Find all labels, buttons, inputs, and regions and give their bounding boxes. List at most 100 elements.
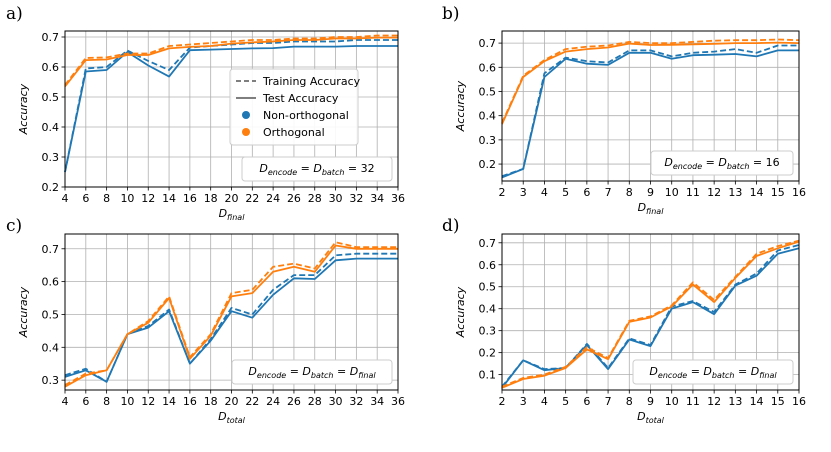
annotation-box (241, 156, 393, 182)
x-tick-label: 28 (308, 395, 322, 408)
x-tick-label: 10 (120, 192, 134, 205)
x-tick-label: 8 (626, 186, 633, 199)
y-tick-label: 0.4 (42, 341, 60, 354)
series-line-orthogonal-test (501, 240, 800, 389)
x-tick-label: 4 (541, 395, 548, 408)
x-tick-label: 14 (162, 192, 176, 205)
annotation-box (231, 359, 393, 385)
x-tick-label: 3 (520, 186, 527, 199)
series-line-orthogonal-test (64, 36, 398, 88)
x-tick-label: 10 (665, 186, 679, 199)
y-tick-label: 0.3 (42, 374, 60, 387)
panel-label: d) (442, 216, 460, 236)
x-tick-label: 4 (541, 186, 548, 199)
y-tick-label: 0.7 (42, 243, 60, 256)
y-tick-label: 0.6 (42, 61, 60, 74)
x-tick-label: 32 (349, 395, 363, 408)
series-line-orthogonal-test (501, 41, 800, 125)
panel-b: b) 2 3 4 5 6 7 8 9 10 11 12 13 14 15 16 0.2 0.3 0.4 0.5 0.6 0… (442, 4, 806, 216)
x-tick-label: 36 (391, 192, 405, 205)
x-axis-label: Dtotal (218, 410, 246, 425)
annotation-text: Dencode = Dbatch = Dfinal (649, 365, 777, 380)
x-tick-label: 9 (647, 395, 654, 408)
x-tick-label: 30 (329, 192, 343, 205)
x-tick-label: 8 (626, 395, 633, 408)
y-tick-label: 0.4 (42, 121, 60, 134)
y-axis-label: Accuracy (454, 286, 467, 338)
x-tick-label: 8 (103, 395, 110, 408)
annotation-box (632, 359, 794, 385)
legend-test: Test Accuracy (262, 92, 339, 105)
panel-label: a) (6, 4, 23, 24)
x-tick-label: 14 (750, 186, 764, 199)
x-tick-label: 7 (605, 186, 612, 199)
x-tick-label: 10 (665, 395, 679, 408)
legend-marker-dot (242, 111, 250, 119)
series-line-orthogonal-training (501, 239, 800, 388)
x-tick-label: 36 (391, 395, 405, 408)
y-tick-label: 0.5 (42, 91, 60, 104)
y-tick-label: 0.1 (479, 369, 497, 382)
y-tick-label: 0.4 (479, 110, 497, 123)
x-tick-label: 26 (287, 192, 301, 205)
x-tick-label: 20 (225, 192, 239, 205)
x-axis-label: Dtotal (637, 410, 665, 425)
x-axis-label: Dfinal (219, 207, 246, 222)
x-tick-label: 32 (349, 192, 363, 205)
x-tick-label: 26 (287, 395, 301, 408)
series-line-orthogonal-training (501, 38, 800, 124)
x-tick-label: 5 (562, 186, 569, 199)
x-tick-label: 13 (728, 186, 742, 199)
annotation-text: Dencode = Dbatch = 16 (664, 156, 779, 171)
y-tick-label: 0.6 (42, 276, 60, 289)
x-tick-label: 5 (562, 395, 569, 408)
x-tick-label: 12 (707, 186, 721, 199)
panel-d: d) 2 3 4 5 6 7 8 9 10 11 12 13 14 15 16 0.1 0.2 0.3 0.4 0.5 0… (442, 216, 806, 425)
series-line-non-orthogonal-test (64, 257, 398, 383)
y-tick-label: 0.2 (479, 158, 497, 171)
y-tick-label: 0.6 (479, 61, 497, 74)
x-tick-label: 6 (583, 186, 590, 199)
annotation-text: Dencode = Dbatch = 32 (259, 162, 374, 177)
x-tick-label: 2 (499, 186, 506, 199)
x-tick-label: 6 (82, 395, 89, 408)
x-tick-label: 11 (686, 395, 700, 408)
legend-marker-dot (242, 128, 250, 136)
x-tick-label: 12 (707, 395, 721, 408)
x-tick-label: 12 (141, 395, 155, 408)
x-tick-label: 6 (82, 192, 89, 205)
panel-label: b) (442, 4, 460, 24)
x-tick-label: 11 (686, 186, 700, 199)
y-tick-label: 0.3 (42, 151, 60, 164)
x-tick-label: 20 (225, 395, 239, 408)
legend-non-orthogonal: Non-orthogonal (263, 109, 349, 122)
x-tick-label: 24 (266, 192, 280, 205)
series-line-non-orthogonal-test (501, 247, 800, 389)
x-tick-label: 30 (329, 395, 343, 408)
x-tick-label: 18 (204, 395, 218, 408)
x-tick-label: 6 (583, 395, 590, 408)
y-tick-label: 0.5 (479, 281, 497, 294)
y-tick-label: 0.5 (42, 308, 60, 321)
y-tick-label: 0.3 (479, 325, 497, 338)
x-tick-label: 18 (204, 192, 218, 205)
series-line-non-orthogonal-test (64, 45, 398, 173)
x-tick-label: 4 (62, 395, 69, 408)
y-tick-label: 0.7 (479, 37, 497, 50)
x-tick-label: 15 (771, 395, 785, 408)
x-tick-label: 28 (308, 192, 322, 205)
x-tick-label: 22 (245, 192, 259, 205)
y-axis-label: Accuracy (17, 83, 30, 135)
y-tick-label: 0.4 (479, 303, 497, 316)
x-axis-label: Dfinal (638, 201, 665, 216)
x-tick-label: 9 (647, 186, 654, 199)
annotation-box (650, 150, 794, 176)
y-tick-label: 0.5 (479, 85, 497, 98)
x-tick-label: 16 (792, 186, 806, 199)
x-tick-label: 16 (792, 395, 806, 408)
panel-c: c) 4 6 8 10 12 14 16 18 20 22 24 26 28 30 32 34 36 0.3 0.4 0… (6, 216, 405, 425)
x-tick-label: 12 (141, 192, 155, 205)
series-line-orthogonal-training (64, 34, 398, 86)
y-tick-label: 0.6 (479, 259, 497, 272)
x-tick-label: 16 (183, 192, 197, 205)
